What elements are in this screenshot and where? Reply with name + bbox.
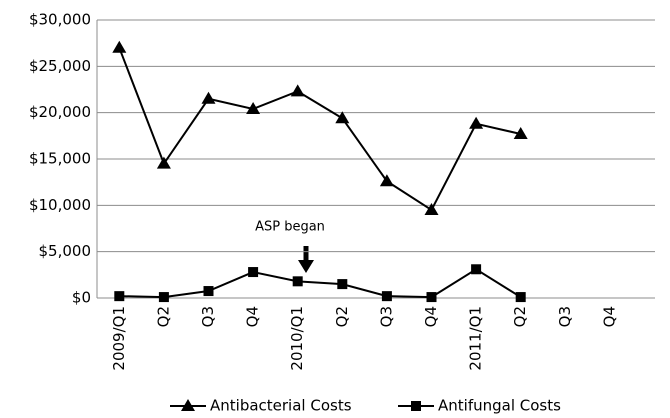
point [379,174,394,187]
point [201,91,216,104]
x-tick-label: 2010/Q1 [288,306,306,371]
point [424,202,439,215]
point [337,279,348,290]
point [515,292,526,303]
point [290,84,305,97]
y-tick-label: $25,000 [29,57,91,75]
annotation-arrow [298,246,314,273]
line [119,268,522,299]
point [156,156,171,169]
x-tick-label: Q2 [511,306,529,327]
x-tick-label: Q4 [600,306,618,327]
y-tick-label: $15,000 [29,150,91,168]
y-tick-label: $5,000 [39,242,92,260]
point [203,286,214,297]
point [381,291,392,302]
x-tick-label: 2009/Q1 [110,306,128,371]
point [112,40,127,53]
y-tick-label: $20,000 [29,103,91,121]
legend-marker [181,399,195,411]
point [426,292,437,303]
x-tick-label: Q4 [244,306,262,327]
point [335,111,350,124]
x-tick-label: Q2 [154,306,172,327]
annotation: ASP began [255,220,325,235]
legend-marker [411,401,421,411]
legend-label: Antibacterial Costs [210,397,352,415]
point [114,291,125,302]
x-tick-label: Q3 [377,306,395,327]
x-tick-label: 2011/Q1 [467,306,485,371]
point [513,126,528,139]
point [292,276,303,287]
x-tick-label: Q2 [333,306,351,327]
legend-label: Antifungal Costs [438,397,561,415]
y-tick-label: $10,000 [29,196,91,214]
x-tick-label: Q3 [556,306,574,327]
y-tick-label: $0 [72,289,91,307]
y-tick-label: $30,000 [29,11,91,29]
point [246,101,261,114]
x-tick-label: Q3 [199,306,217,327]
point [248,267,259,278]
line [118,47,521,212]
point [471,264,482,275]
point [158,292,169,303]
series [112,40,528,215]
series [114,264,526,303]
point [469,116,484,129]
x-tick-label: Q4 [422,306,440,327]
